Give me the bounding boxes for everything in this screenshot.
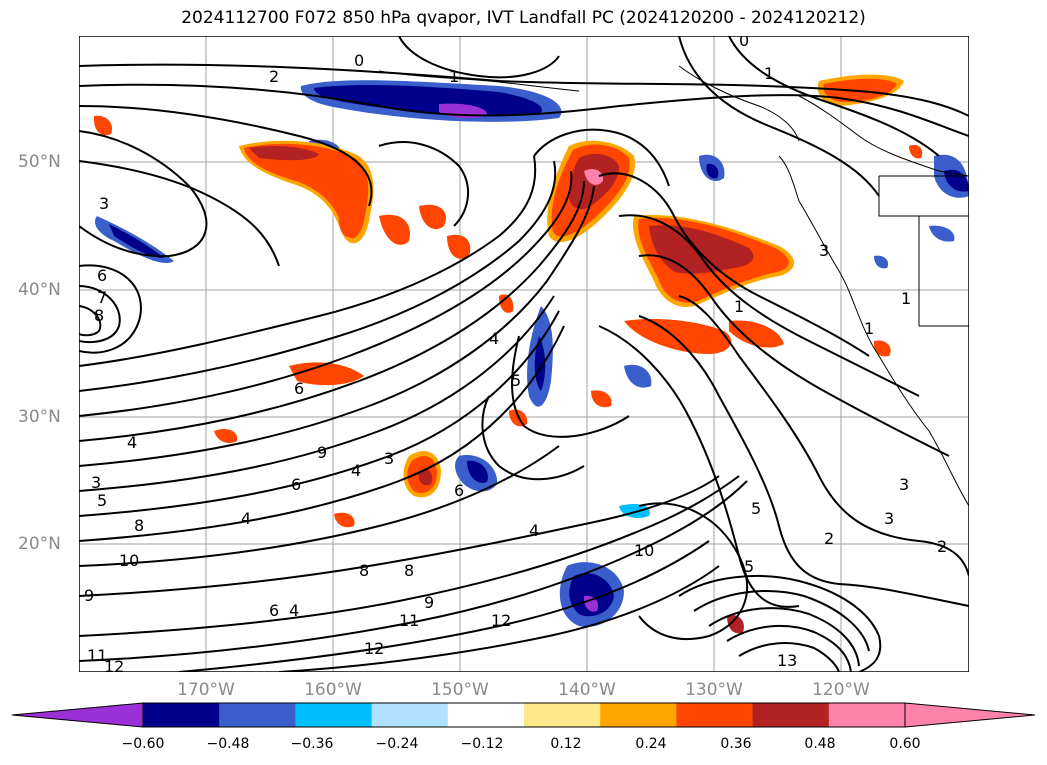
- colorbar-tick-label: 0.24: [635, 736, 667, 752]
- colorbar-cell: [676, 703, 754, 727]
- contour-label: 2: [824, 529, 834, 548]
- colorbar-cells: [12, 703, 1035, 727]
- contour-label: 1: [864, 319, 874, 338]
- lon-label: 140°W: [558, 680, 616, 700]
- contour-label: 2: [937, 537, 947, 556]
- contour-label: 3: [899, 475, 909, 494]
- contour-label: 9: [424, 593, 434, 612]
- lon-label: 160°W: [304, 680, 362, 700]
- lon-label: 170°W: [177, 680, 235, 700]
- lat-label: 30°N: [18, 407, 61, 427]
- contour-label: 5: [744, 557, 754, 576]
- colorbar-tick-label: −0.24: [375, 736, 419, 752]
- contour-label: 3: [384, 449, 394, 468]
- colorbar-cell: [143, 703, 220, 727]
- contour-label: 4: [351, 461, 361, 480]
- contour-label: 9: [84, 586, 94, 605]
- contour-label: 4: [127, 433, 137, 452]
- contour-label: 9: [317, 443, 327, 462]
- colorbar-cell: [371, 703, 449, 727]
- contour-label: 0: [354, 51, 364, 70]
- colorbar-cell: [295, 703, 373, 727]
- contour-label: 3: [91, 473, 101, 492]
- contour-label: 3: [884, 509, 894, 528]
- contour-label: 6: [291, 475, 301, 494]
- colorbar-cell: [219, 703, 296, 727]
- contour-label: 11: [399, 611, 419, 630]
- map-svg: 2 1 0 0 1 1 6 7 8 3 6 4 3 5 4 9 6 4 3 6 …: [78, 31, 970, 676]
- lon-label: 120°W: [812, 680, 870, 700]
- lon-label: 150°W: [431, 680, 489, 700]
- colorbar: [11, 702, 1036, 728]
- colorbar-cell: [828, 703, 906, 727]
- contour-label: 5: [511, 371, 521, 390]
- colorbar-tick-label: −0.48: [206, 736, 250, 752]
- colorbar-tick-label: −0.60: [121, 736, 165, 752]
- contour-label: 5: [751, 499, 761, 518]
- lat-label: 50°N: [18, 152, 61, 172]
- contour-label: 4: [241, 509, 251, 528]
- colorbar-tick-label: 0.60: [889, 736, 921, 752]
- contour-label: 1: [449, 67, 459, 86]
- colorbar-cell: [447, 703, 525, 727]
- contour-label: 6: [269, 601, 279, 620]
- colorbar-tick-label: 0.36: [720, 736, 752, 752]
- contour-label: 4: [529, 521, 539, 540]
- contour-label: 12: [491, 611, 511, 630]
- contour-label: 12: [104, 657, 124, 672]
- contour-label: 10: [634, 541, 654, 560]
- contour-lines: [79, 36, 969, 672]
- contour-label: 4: [489, 329, 499, 348]
- colorbar-tick-label: −0.36: [290, 736, 334, 752]
- contour-label: 8: [404, 561, 414, 580]
- colorbar-tick-label: 0.48: [804, 736, 836, 752]
- contour-label: 11: [87, 646, 107, 665]
- colorbar-extend-high: [905, 703, 1035, 727]
- colorbar-cell: [600, 703, 677, 727]
- contour-label: 8: [134, 516, 144, 535]
- contour-label: 1: [734, 297, 744, 316]
- map-title: 2024112700 F072 850 hPa qvapor, IVT Land…: [181, 8, 866, 28]
- contour-label: 12: [364, 639, 384, 658]
- contour-label: 3: [819, 241, 829, 260]
- contour-label: 7: [97, 288, 107, 307]
- lon-label: 130°W: [685, 680, 743, 700]
- contour-label: 6: [294, 379, 304, 398]
- gridlines: [79, 36, 969, 672]
- contour-label-group: 2 1 0 0 1 1 6 7 8 3 6 4 3 5 4 9 6 4 3 6 …: [84, 31, 947, 676]
- contour-label: 1: [764, 64, 774, 83]
- contour-label: 6: [97, 266, 107, 285]
- contour-label: 8: [94, 306, 104, 325]
- positive-anomaly-fills: [93, 74, 923, 634]
- colorbar-tick-label: −0.12: [460, 736, 504, 752]
- colorbar-cell: [752, 703, 830, 727]
- colorbar-tick-label: 0.12: [550, 736, 582, 752]
- map-panel: 2 1 0 0 1 1 6 7 8 3 6 4 3 5 4 9 6 4 3 6 …: [78, 31, 970, 676]
- contour-label: 0: [739, 36, 749, 50]
- contour-label: 2: [269, 67, 279, 86]
- colorbar-cell: [524, 703, 601, 727]
- lat-label: 20°N: [18, 534, 61, 554]
- contour-label: 6: [454, 481, 464, 500]
- coastlines: [378, 65, 969, 507]
- contour-label: 13: [777, 651, 797, 670]
- contour-label: 8: [359, 561, 369, 580]
- contour-label: 3: [99, 194, 109, 213]
- contour-label: 1: [901, 289, 911, 308]
- colorbar-extend-low: [12, 703, 143, 727]
- contour-label: 5: [97, 491, 107, 510]
- contour-label: 10: [119, 551, 139, 570]
- lat-label: 40°N: [18, 280, 61, 300]
- contour-label: 4: [289, 601, 299, 620]
